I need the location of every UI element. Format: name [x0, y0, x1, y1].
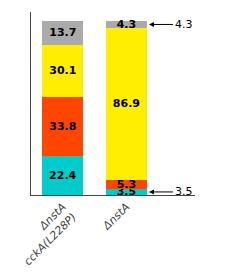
- svg-text:86.9: 86.9: [113, 97, 140, 110]
- svg-text:3.5: 3.5: [117, 185, 137, 198]
- svg-text:4.3: 4.3: [117, 18, 137, 31]
- svg-text:ΔnstA: ΔnstA: [100, 201, 133, 234]
- svg-text:22.4: 22.4: [49, 169, 76, 182]
- svg-text:3.5: 3.5: [175, 185, 193, 198]
- svg-text:5.3: 5.3: [117, 178, 137, 191]
- svg-text:33.8: 33.8: [49, 120, 76, 133]
- svg-text:ΔnstAcckA(L228P): ΔnstAcckA(L228P): [11, 201, 79, 269]
- svg-text:13.7: 13.7: [49, 26, 76, 39]
- svg-text:30.1: 30.1: [49, 64, 76, 77]
- svg-text:4.3: 4.3: [175, 18, 193, 31]
